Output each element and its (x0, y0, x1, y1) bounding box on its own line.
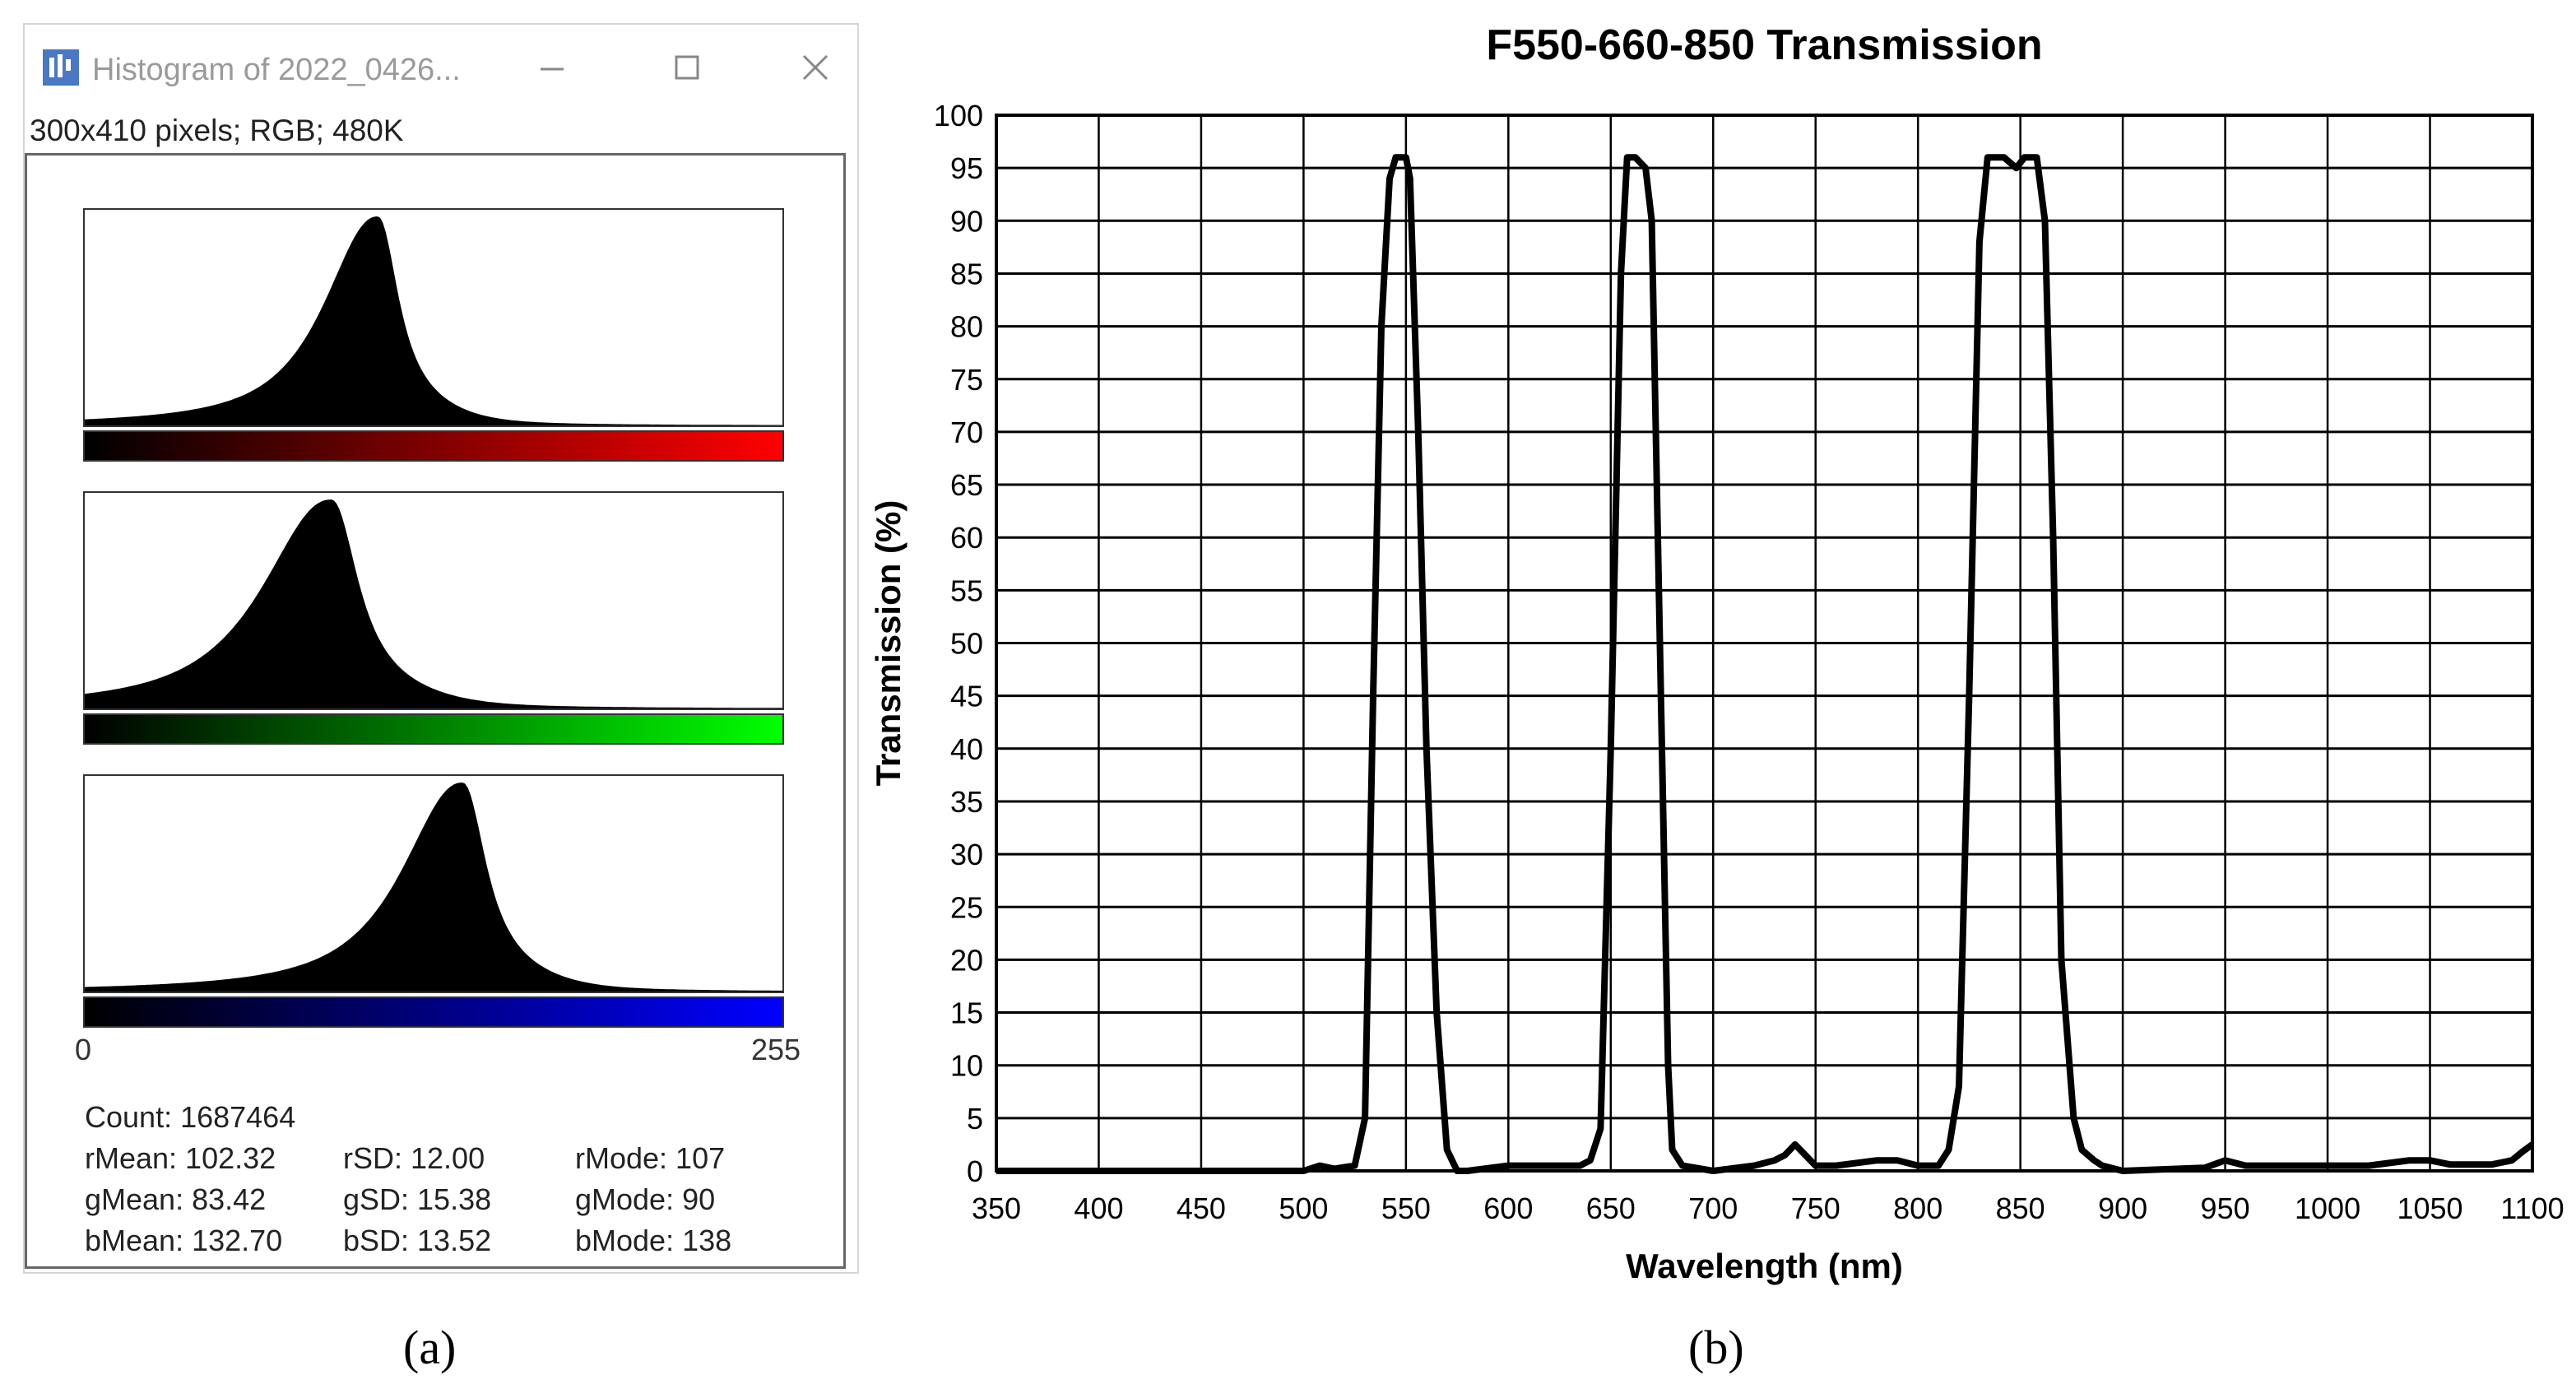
x-tick-label: 850 (1996, 1191, 2045, 1225)
blue-histogram (83, 774, 784, 993)
x-tick-label: 750 (1791, 1191, 1840, 1225)
x-tick-label: 1050 (2397, 1191, 2462, 1225)
histogram-panel: 0 255 Count: 1687464 rMean: 102.32 rSD: … (25, 153, 846, 1269)
y-tick-label: 45 (950, 680, 983, 713)
b-mean: bMean: 132.70 (85, 1224, 283, 1257)
g-mean: gMean: 83.42 (85, 1182, 267, 1216)
title-bar[interactable]: Histogram of 2022_0426... (25, 25, 857, 122)
y-tick-label: 60 (950, 521, 983, 555)
b-sd: bSD: 13.52 (343, 1224, 492, 1257)
y-tick-label: 75 (950, 363, 983, 397)
x-tick-label: 700 (1688, 1191, 1738, 1225)
y-tick-label: 80 (950, 310, 983, 344)
maximize-icon (675, 55, 699, 80)
x-tick-label: 900 (2098, 1191, 2147, 1225)
blue-histogram-shape (85, 783, 782, 992)
x-tick-label: 1000 (2295, 1191, 2360, 1225)
b-mode: bMode: 138 (575, 1224, 732, 1257)
image-info: 300x410 pixels; RGB; 480K (30, 114, 404, 147)
y-tick-label: 65 (950, 468, 983, 502)
y-tick-label: 90 (950, 204, 983, 238)
y-tick-label: 25 (950, 890, 983, 924)
minimize-button[interactable] (523, 41, 581, 94)
x-tick-label: 400 (1074, 1191, 1123, 1225)
x-tick-label: 350 (972, 1191, 1021, 1225)
green-histogram-shape (85, 499, 782, 708)
g-mode: gMode: 90 (575, 1182, 716, 1216)
x-tick-label: 600 (1483, 1191, 1533, 1225)
y-axis-label: Transmission (%) (872, 500, 907, 787)
y-tick-label: 50 (950, 627, 983, 661)
y-tick-label: 20 (950, 943, 983, 977)
caption-b: (b) (1688, 1321, 1744, 1374)
transmission-chart: F550-660-850 Transmission 0 5 10 15 20 25 30 35 4… (872, 21, 2564, 1285)
r-sd: rSD: 12.00 (343, 1141, 485, 1175)
x-tick-label: 650 (1586, 1191, 1636, 1225)
red-histogram (83, 208, 784, 427)
x-tick-label: 500 (1279, 1191, 1328, 1225)
y-tick-label: 5 (967, 1102, 983, 1136)
count-value: Count: 1687464 (85, 1100, 296, 1134)
g-sd: gSD: 15.38 (343, 1182, 492, 1216)
axis-max-label: 255 (751, 1033, 801, 1066)
red-histogram-shape (85, 216, 782, 425)
y-tick-label: 100 (934, 99, 983, 132)
x-tick-label: 450 (1177, 1191, 1226, 1225)
transmission-series-line (996, 154, 2535, 1174)
imagej-icon (43, 49, 79, 86)
axis-min-label: 0 (75, 1033, 92, 1066)
green-gradient-bar (83, 713, 784, 745)
plot-frame (995, 114, 2534, 1173)
histogram-window: Histogram of 2022_0426... 300x410 pixels… (23, 23, 859, 1274)
y-tick-label: 30 (950, 838, 983, 871)
x-axis-label: Wavelength (nm) (1626, 1247, 1903, 1285)
y-tick-label: 15 (950, 996, 983, 1030)
red-gradient-bar (83, 430, 784, 462)
r-mode: rMode: 107 (575, 1141, 726, 1175)
y-tick-label: 70 (950, 416, 983, 449)
maximize-button[interactable] (658, 41, 716, 94)
x-tick-label: 1100 (2500, 1191, 2564, 1225)
close-button[interactable] (787, 41, 844, 94)
x-tick-label: 950 (2201, 1191, 2250, 1225)
y-tick-label: 55 (950, 574, 983, 607)
close-icon (802, 54, 828, 81)
blue-gradient-bar (83, 996, 784, 1028)
r-mean: rMean: 102.32 (85, 1141, 276, 1175)
y-tick-label: 35 (950, 785, 983, 819)
caption-a: (a) (403, 1321, 457, 1374)
y-tick-label: 95 (950, 151, 983, 185)
minimize-icon (541, 67, 564, 71)
green-histogram (83, 491, 784, 710)
y-tick-label: 10 (950, 1049, 983, 1083)
x-tick-label: 800 (1893, 1191, 1942, 1225)
y-tick-label: 85 (950, 257, 983, 290)
chart-title: F550-660-850 Transmission (1486, 21, 2042, 69)
y-tick-label: 0 (967, 1154, 983, 1188)
window-title: Histogram of 2022_0426... (92, 53, 461, 87)
x-tick-label: 550 (1381, 1191, 1431, 1225)
y-tick-label: 40 (950, 732, 983, 766)
